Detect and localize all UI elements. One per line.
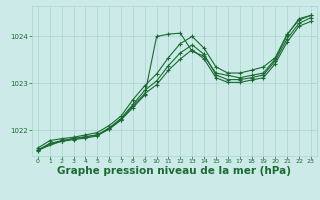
X-axis label: Graphe pression niveau de la mer (hPa): Graphe pression niveau de la mer (hPa) (57, 166, 292, 176)
